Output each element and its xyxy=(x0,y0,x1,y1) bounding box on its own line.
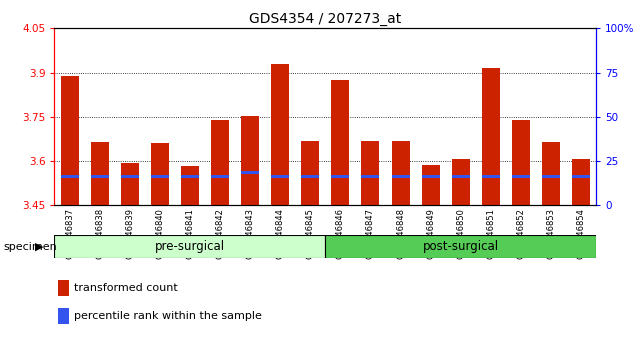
Bar xyxy=(326,235,596,258)
Text: post-surgical: post-surgical xyxy=(422,240,499,253)
Bar xyxy=(542,175,560,178)
Bar xyxy=(482,175,500,178)
Bar xyxy=(60,76,79,205)
Bar xyxy=(241,116,259,205)
Bar xyxy=(60,175,79,178)
Title: GDS4354 / 207273_at: GDS4354 / 207273_at xyxy=(249,12,401,26)
Bar xyxy=(422,165,440,205)
Bar xyxy=(512,120,530,205)
Bar xyxy=(452,159,470,205)
Bar xyxy=(452,175,470,178)
Bar xyxy=(54,235,326,258)
Bar xyxy=(542,142,560,205)
Bar xyxy=(392,141,410,205)
Bar xyxy=(362,141,379,205)
Bar xyxy=(211,120,229,205)
Text: transformed count: transformed count xyxy=(74,282,178,293)
Bar xyxy=(301,141,319,205)
Bar xyxy=(301,175,319,178)
Bar xyxy=(90,142,109,205)
Bar xyxy=(362,175,379,178)
Text: pre-surgical: pre-surgical xyxy=(155,240,225,253)
Bar xyxy=(572,159,590,205)
Bar xyxy=(482,68,500,205)
Bar xyxy=(512,175,530,178)
Bar xyxy=(211,175,229,178)
Bar xyxy=(181,166,199,205)
Bar xyxy=(392,175,410,178)
Bar xyxy=(572,175,590,178)
Bar xyxy=(151,143,169,205)
Bar xyxy=(181,175,199,178)
Bar xyxy=(151,175,169,178)
Bar xyxy=(121,164,138,205)
Text: percentile rank within the sample: percentile rank within the sample xyxy=(74,311,262,321)
Bar xyxy=(241,171,259,174)
Bar xyxy=(422,175,440,178)
Text: ▶: ▶ xyxy=(35,242,44,252)
Text: specimen: specimen xyxy=(3,242,57,252)
Bar xyxy=(90,175,109,178)
Bar xyxy=(271,64,289,205)
Bar xyxy=(331,175,349,178)
Bar xyxy=(271,175,289,178)
Bar xyxy=(331,80,349,205)
Bar xyxy=(121,175,138,178)
